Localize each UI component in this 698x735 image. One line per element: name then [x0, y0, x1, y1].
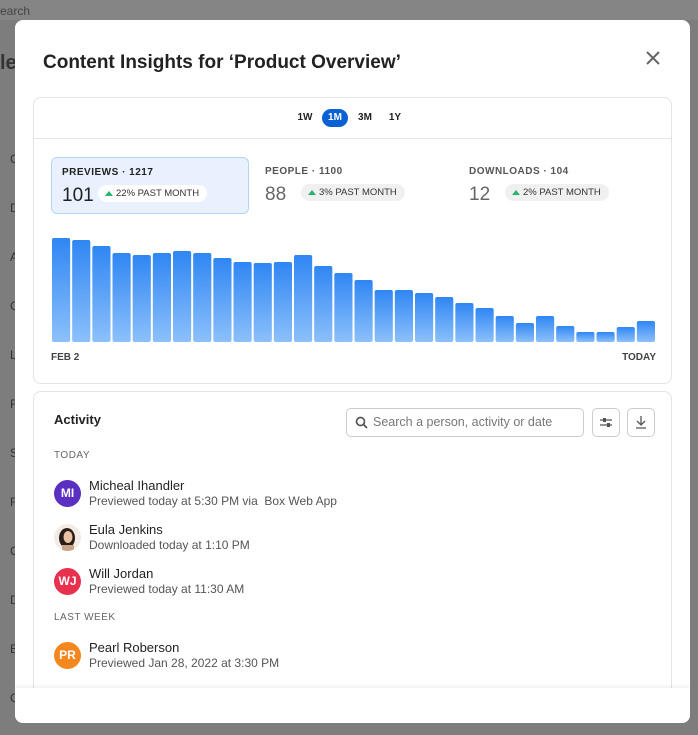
metric-label: PREVIEWS · 1217 — [62, 167, 154, 178]
bg-row-letter: C — [10, 299, 19, 313]
bg-heading: le — [0, 52, 17, 74]
chart: FEB 2 TODAY — [51, 238, 656, 363]
bar — [576, 332, 595, 342]
x-tick-label: TODAY — [622, 352, 656, 363]
bg-row-letter: C — [10, 152, 19, 166]
bar — [233, 262, 252, 342]
activity-title: Activity — [54, 412, 101, 427]
bar — [616, 327, 635, 342]
metric-change: 2% PAST MONTH — [505, 184, 609, 201]
chart-card: 1W 1M 3M 1Y PREVIEWS · 1217 101 22% PAST MONT… — [33, 97, 672, 384]
bg-row-letter: C — [10, 544, 19, 558]
modal: Content Insights for ‘Product Overview’ … — [15, 20, 690, 723]
bar — [92, 246, 111, 342]
download-icon — [636, 416, 646, 429]
bar — [354, 280, 373, 342]
group-label: LAST WEEK — [54, 612, 116, 623]
range-tabs: 1W 1M 3M 1Y — [292, 109, 408, 127]
bar — [213, 258, 232, 342]
bar — [515, 323, 534, 342]
search-placeholder: Search a person, activity or date — [373, 415, 553, 429]
bar — [475, 308, 494, 342]
avatar: MI — [54, 480, 81, 507]
activity-card: Activity Search a person, activity or da… — [33, 391, 672, 713]
bar — [415, 293, 434, 342]
bar — [596, 332, 615, 342]
bg-row-letter: S — [10, 446, 19, 460]
modal-title: Content Insights for ‘Product Overview’ — [43, 52, 401, 73]
bar — [273, 262, 292, 342]
avatar: PR — [54, 642, 81, 669]
metric-card[interactable]: PEOPLE · 1100 88 3% PAST MONTH — [255, 157, 451, 212]
bg-row-letter: D — [10, 201, 19, 215]
person-name: Eula Jenkins — [89, 522, 163, 537]
modal-footer — [15, 688, 690, 723]
photo — [59, 528, 75, 551]
bg-row-letter: F — [10, 495, 18, 509]
bar — [394, 290, 413, 342]
filter-icon — [600, 418, 612, 427]
bg-row-letter: F — [10, 397, 18, 411]
metric-change: 3% PAST MONTH — [301, 184, 405, 201]
bg-row-letter: A — [10, 250, 19, 264]
bg-search: earch — [0, 4, 31, 18]
close-button[interactable] — [645, 50, 661, 66]
search-box[interactable]: Search a person, activity or date — [346, 408, 584, 437]
bg-row-letter: E — [10, 642, 19, 656]
bar — [495, 316, 514, 342]
range-tab[interactable]: 3M — [358, 112, 372, 123]
metric-value: 88 — [265, 184, 287, 205]
metric-change: 22% PAST MONTH — [98, 185, 208, 202]
activity-detail: Previewed today at 5:30 PM via Box Web A… — [89, 494, 337, 508]
person-name: Micheal Ihandler — [89, 478, 185, 493]
bar — [112, 253, 131, 342]
bg-bar — [0, 0, 698, 20]
avatar: WJ — [54, 568, 81, 595]
person-name: Pearl Roberson — [89, 640, 180, 655]
bar — [294, 255, 313, 342]
person-name: Will Jordan — [89, 566, 154, 581]
bar — [52, 238, 71, 342]
group-label: TODAY — [54, 450, 91, 461]
download-button[interactable] — [627, 408, 655, 437]
metric-value: 101 — [62, 185, 94, 206]
bar — [173, 251, 192, 342]
filter-button[interactable] — [592, 408, 620, 437]
bar — [435, 297, 454, 342]
range-tab[interactable]: 1W — [297, 112, 313, 123]
range-tab[interactable]: 1M — [322, 109, 348, 127]
activity-detail: Downloaded today at 1:10 PM — [89, 538, 250, 552]
bar — [455, 303, 474, 342]
bg-row-letter: D — [10, 593, 19, 607]
activity-detail: Previewed Jan 28, 2022 at 3:30 PM — [89, 656, 280, 670]
range-tab[interactable]: 1Y — [388, 112, 402, 123]
activity-detail: Previewed today at 11:30 AM — [89, 582, 245, 596]
divider — [34, 138, 671, 139]
metric-value: 12 — [469, 184, 491, 205]
bar — [314, 266, 333, 342]
bar — [193, 253, 212, 342]
bar — [374, 290, 393, 342]
bar — [72, 240, 91, 342]
bar — [253, 263, 272, 342]
bar — [132, 255, 151, 342]
bar — [152, 253, 171, 342]
metric-card[interactable]: DOWNLOADS · 104 12 2% PAST MONTH — [459, 157, 655, 212]
bar — [334, 273, 353, 342]
avatar-photo — [54, 524, 81, 551]
bg-row-letter: L — [10, 348, 17, 362]
metric-label: DOWNLOADS · 104 — [469, 166, 569, 177]
metric-card[interactable]: PREVIEWS · 1217 101 22% PAST MONTH — [51, 157, 249, 214]
bg-row-letter: C — [10, 691, 19, 705]
bar — [536, 316, 555, 342]
bar — [556, 326, 575, 342]
bar — [636, 321, 655, 342]
search-icon — [355, 416, 368, 429]
x-tick-label: FEB 2 — [51, 352, 80, 363]
metric-label: PEOPLE · 1100 — [265, 166, 343, 177]
